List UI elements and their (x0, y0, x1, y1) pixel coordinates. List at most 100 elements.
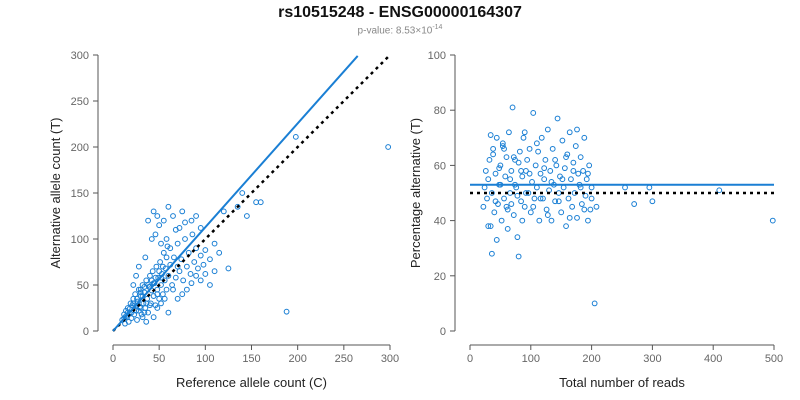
data-point (170, 213, 176, 219)
data-point (512, 156, 518, 163)
data-point (544, 126, 551, 133)
data-point (154, 305, 161, 311)
data-point (540, 195, 546, 202)
x-tick-label: 300 (381, 353, 399, 365)
data-point (572, 143, 579, 149)
data-point (159, 291, 166, 298)
data-point (631, 201, 638, 207)
data-point (593, 203, 600, 210)
data-point (158, 300, 164, 307)
data-point (197, 252, 204, 259)
data-point (585, 170, 591, 177)
data-point (555, 198, 562, 205)
data-point (234, 203, 241, 210)
data-point (514, 234, 521, 241)
data-point (585, 217, 591, 224)
data-point (486, 156, 493, 163)
data-point (570, 168, 577, 174)
data-point (188, 217, 195, 224)
data-point (153, 263, 160, 270)
data-point (518, 198, 524, 205)
data-point (531, 195, 538, 202)
data-point (533, 140, 540, 147)
data-point (591, 300, 598, 307)
data-point (521, 203, 528, 210)
data-point (156, 222, 163, 229)
data-point (503, 203, 510, 210)
data-point (200, 261, 207, 268)
y-axis-label: Percentage alternative (T) (408, 118, 423, 268)
data-point (541, 165, 548, 172)
data-point (544, 212, 551, 218)
data-point (183, 263, 190, 270)
data-point (525, 190, 532, 196)
data-point (171, 254, 177, 261)
data-point (183, 286, 190, 293)
data-point (506, 129, 512, 136)
data-point (769, 217, 776, 224)
data-point (581, 206, 588, 213)
data-point (524, 156, 531, 163)
data-point (558, 209, 565, 216)
data-point (152, 231, 159, 238)
data-point (537, 170, 544, 177)
data-point (578, 201, 585, 207)
data-point (491, 209, 498, 216)
data-point (552, 156, 559, 163)
y-tick-label: 40 (434, 216, 446, 228)
data-point (485, 176, 492, 183)
data-point (193, 272, 200, 279)
data-point (493, 237, 500, 243)
data-point (143, 300, 150, 307)
data-point (143, 318, 150, 325)
data-point (130, 282, 137, 288)
x-tick-label: 150 (242, 353, 260, 365)
data-point (385, 144, 392, 150)
data-point (143, 277, 150, 284)
y-tick-label: 250 (71, 96, 89, 108)
data-point (543, 206, 550, 213)
data-point (580, 168, 586, 174)
data-point (225, 265, 232, 272)
data-point (490, 145, 497, 152)
x-tick-label: 250 (335, 353, 353, 365)
data-point (487, 132, 494, 138)
data-point (253, 199, 260, 206)
y-tick-label: 80 (434, 105, 446, 117)
data-point (529, 179, 535, 185)
data-point (526, 145, 533, 152)
data-point (563, 223, 569, 230)
data-point (165, 203, 172, 210)
data-point (492, 170, 499, 177)
data-point (133, 272, 139, 279)
data-point (542, 156, 549, 163)
data-point (547, 168, 554, 174)
data-point (581, 134, 588, 141)
fit-line (112, 55, 359, 332)
data-point (499, 140, 506, 147)
data-point (481, 184, 488, 191)
y-tick-label: 0 (440, 326, 446, 338)
data-point (507, 176, 514, 183)
x-axis-label: Reference allele count (C) (176, 375, 327, 390)
chart-subtitle: p-value: 8.53×10-14 (0, 24, 800, 36)
data-point (482, 168, 489, 174)
data-point (532, 162, 539, 169)
data-point (145, 217, 151, 224)
data-point (649, 198, 656, 205)
data-point (130, 300, 137, 307)
data-point (159, 263, 166, 270)
data-point (156, 295, 163, 302)
data-point (158, 274, 164, 281)
data-point (583, 176, 590, 183)
data-point (575, 170, 582, 177)
data-point (163, 254, 170, 261)
data-point (179, 291, 186, 298)
data-point (170, 286, 176, 293)
data-point (193, 245, 200, 252)
data-point (588, 184, 595, 191)
data-point (559, 137, 566, 144)
data-point (135, 263, 142, 270)
data-point (566, 214, 573, 221)
